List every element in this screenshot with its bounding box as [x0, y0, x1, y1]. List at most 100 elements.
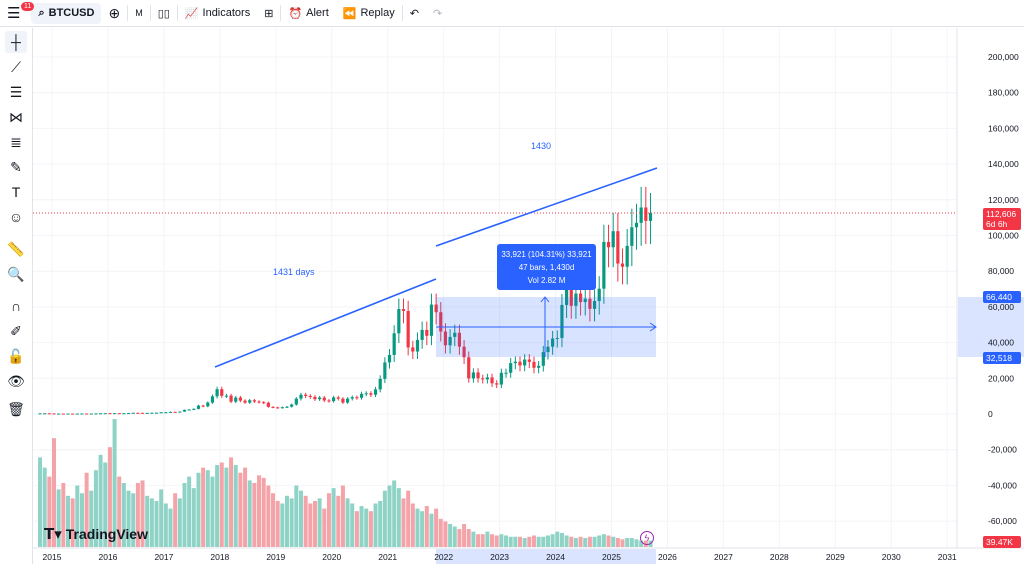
candle-body [378, 378, 382, 390]
volume-bar [597, 535, 602, 547]
volume-bar [629, 538, 634, 547]
remove-tool[interactable]: 🗑 [5, 398, 27, 420]
candle-body [304, 394, 308, 396]
tradingview-logo[interactable]: 𝗧▾ TradingView [44, 525, 148, 543]
volume-bar [154, 500, 159, 547]
volume-bar [331, 488, 336, 547]
volume-bar [555, 531, 560, 547]
candle-body [453, 332, 457, 337]
candle-body [299, 394, 303, 399]
crosshair-icon: ┼ [11, 34, 21, 50]
candle-body [560, 304, 564, 338]
range-high-label: 66,440 [983, 291, 1021, 303]
candle-body [164, 412, 168, 414]
volume-bar [559, 532, 564, 547]
volume-bar [401, 498, 406, 547]
emoji-tool[interactable]: ☺ [5, 206, 27, 228]
volume-bar [541, 536, 546, 547]
compare-button[interactable]: ⊕ [101, 0, 127, 27]
magnet-tool[interactable]: ∩ [5, 295, 27, 317]
candle-body [108, 413, 112, 415]
lock-drawing-tool[interactable]: ✐ [5, 320, 27, 342]
layouts-button[interactable]: ⊞ [257, 0, 280, 27]
lightning-icon[interactable]: ϟ [640, 531, 654, 545]
interval-button[interactable]: M [128, 0, 150, 27]
x-tick-label: 2023 [490, 552, 509, 562]
undo-button[interactable]: ↶ [403, 0, 426, 27]
candle-body [131, 412, 135, 414]
candle-body [532, 361, 536, 368]
zoom-in-tool[interactable]: 🔍 [5, 263, 27, 285]
candle-body [537, 365, 541, 368]
rewind-icon: ⏪ [342, 7, 357, 20]
volume-bar [424, 506, 429, 547]
candle-body [99, 413, 103, 415]
horizontal-lines-tool[interactable]: ☰ [5, 81, 27, 103]
candle-body [588, 298, 592, 309]
y-tick-label: 140,000 [988, 159, 1019, 169]
volume-bar [504, 535, 509, 547]
redo-button[interactable]: ↷ [426, 0, 449, 27]
candle-body [499, 372, 503, 385]
candle-body [271, 406, 275, 408]
brush-tool[interactable]: ✎ [5, 156, 27, 178]
x-tick-label: 2028 [770, 552, 789, 562]
symbol-search-button[interactable]: ⌕ BTCUSD [31, 2, 102, 24]
candle-body [597, 288, 601, 302]
candle-body [187, 409, 191, 411]
candle-body [117, 413, 121, 415]
candle-body [66, 413, 70, 415]
x-tick-label: 2016 [98, 552, 117, 562]
trend-line-2 [435, 167, 658, 247]
lock-tool[interactable]: 🔓 [5, 345, 27, 367]
y-tick-label: 160,000 [988, 123, 1019, 133]
volume-bar [196, 472, 201, 547]
volume-bar [531, 535, 536, 547]
candle-body [611, 231, 615, 248]
candle-body [168, 411, 173, 413]
volume-label: 39.47K [983, 536, 1021, 548]
candle-body [201, 405, 205, 407]
volume-bar [354, 511, 359, 547]
crosshair-tool[interactable]: ┼ [5, 31, 27, 53]
symbol-label: BTCUSD [48, 7, 95, 19]
measure-tooltip: 33,921 (104.31%) 33,921 47 bars, 1,430d … [497, 244, 596, 290]
volume-bar [308, 503, 313, 547]
chart-type-button[interactable]: ▯▯ [151, 0, 177, 27]
volume-bar [471, 531, 476, 547]
volume-bar [275, 500, 280, 547]
visibility-tool[interactable]: 👁 [5, 370, 27, 392]
text-tool[interactable]: T [5, 181, 27, 203]
lock-icon: 🔓 [7, 347, 25, 364]
x-tick-label: 2031 [938, 552, 957, 562]
trend-line-tool[interactable]: ⟋ [5, 56, 27, 78]
candle-body [206, 402, 210, 407]
y-tick-label: -40,000 [988, 480, 1017, 490]
interval-label: M [135, 8, 143, 18]
indicators-button[interactable]: 📈 Indicators [178, 0, 257, 27]
candle-body [513, 361, 517, 364]
ruler-tool[interactable]: 📏 [5, 238, 27, 260]
candle-body [285, 406, 289, 408]
candle-body [462, 346, 466, 358]
volume-bar [210, 476, 215, 547]
fib-tool[interactable]: ≣ [5, 131, 27, 153]
volume-bar [634, 539, 639, 547]
grid-icon: ⊞ [264, 7, 274, 20]
alert-button[interactable]: ⏰ Alert [281, 0, 335, 27]
notification-badge: 11 [21, 1, 35, 11]
pattern-tool[interactable]: ⋈ [5, 106, 27, 128]
candle-body [80, 413, 84, 415]
menu-button[interactable]: ☰ 11 [0, 0, 35, 27]
volume-bar [396, 488, 401, 547]
candle-body [290, 404, 294, 407]
volume-bar [238, 472, 243, 547]
replay-button[interactable]: ⏪ Replay [336, 0, 402, 27]
y-tick-label: 180,000 [988, 88, 1019, 98]
volume-bar [513, 536, 518, 547]
volume-bar [578, 536, 583, 547]
candle-body [364, 393, 368, 395]
arrow-up-icon [540, 296, 550, 303]
volume-bar [536, 536, 541, 547]
candle-body [504, 372, 508, 374]
